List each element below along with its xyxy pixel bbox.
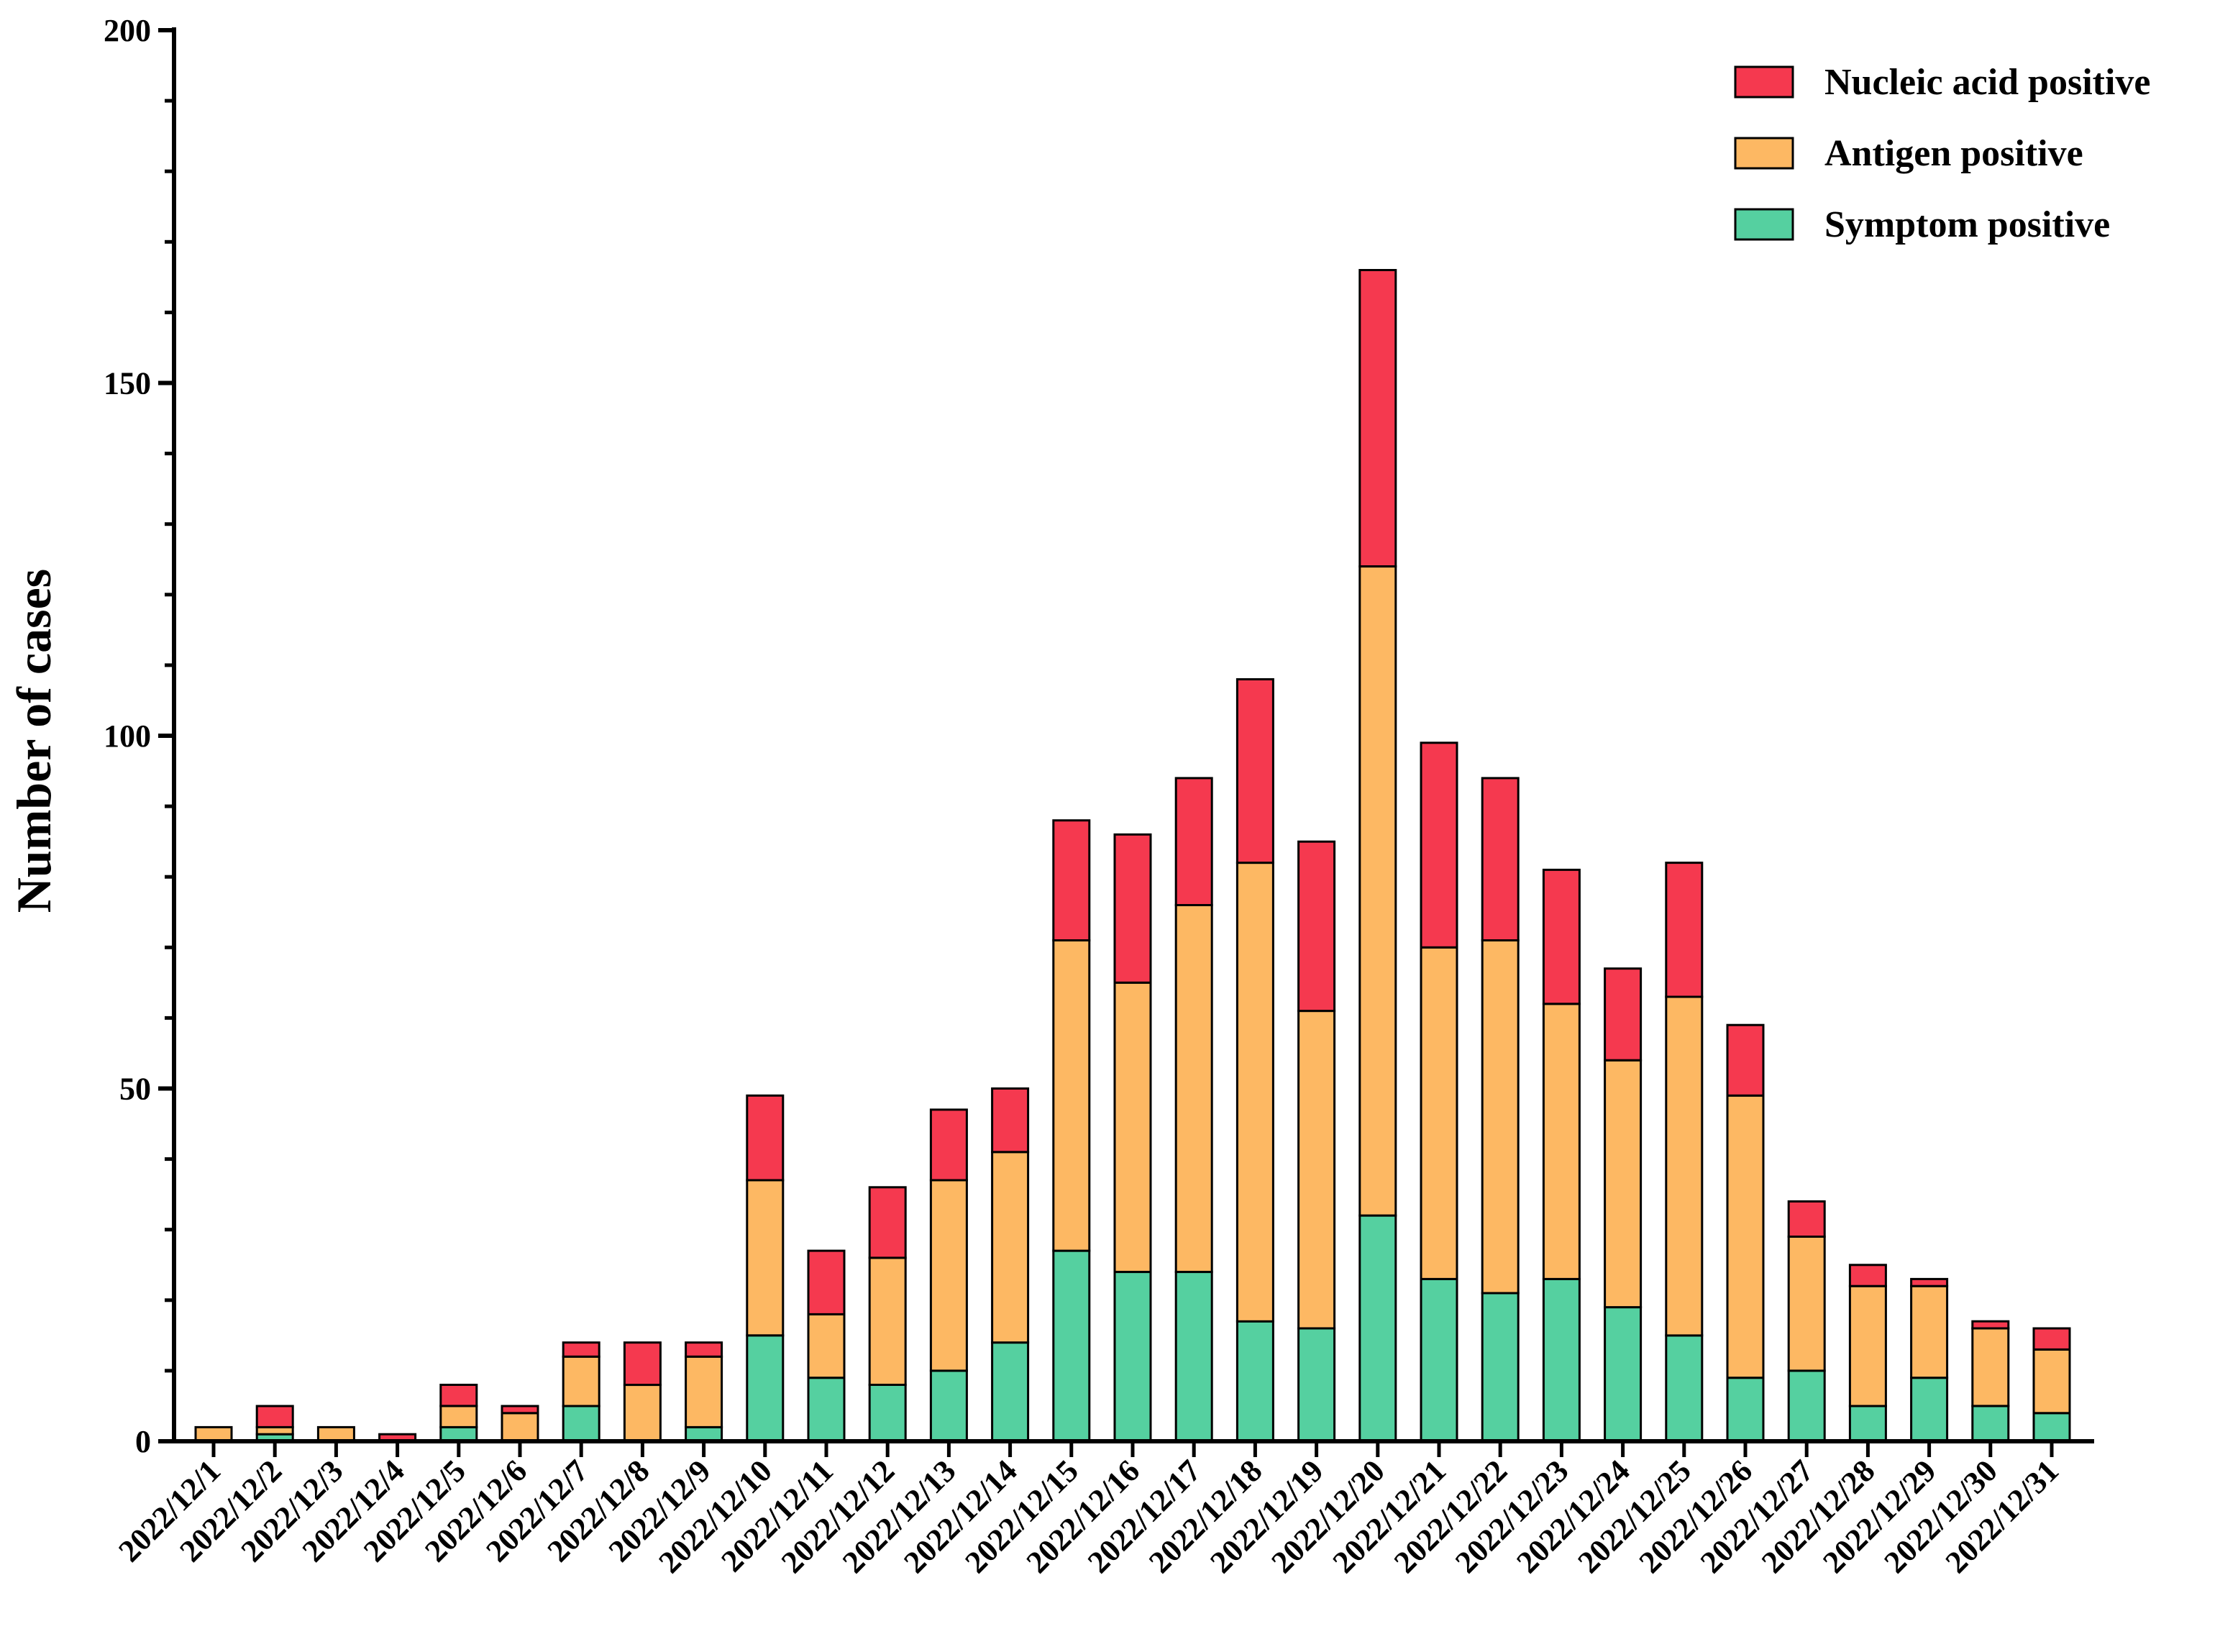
bar-symptom-positive-27	[1787, 1369, 1826, 1443]
bar-symptom-positive-30	[1971, 1405, 2010, 1443]
bar-antigen-positive-21	[1420, 946, 1458, 1280]
bar-symptom-positive-15	[1052, 1249, 1091, 1443]
y-tick-labels: 0 50 100 150 200	[104, 13, 151, 1459]
legend-label-symptom-positive: Symptom positive	[1824, 204, 2110, 245]
bar-symptom-positive-19	[1297, 1327, 1336, 1443]
bar-nucleic-acid-positive-19	[1297, 840, 1336, 1013]
bar-nucleic-acid-positive-11	[807, 1249, 846, 1315]
bar-symptom-positive-16	[1113, 1271, 1152, 1443]
bar-nucleic-acid-positive-9	[685, 1341, 723, 1358]
axes-group	[158, 27, 2094, 1457]
bar-nucleic-acid-positive-30	[1971, 1320, 2010, 1330]
bar-nucleic-acid-positive-15	[1052, 819, 1091, 941]
bar-nucleic-acid-positive-2	[255, 1405, 294, 1428]
y-tick-label: 0	[135, 1424, 151, 1459]
bar-symptom-positive-22	[1481, 1292, 1520, 1443]
bar-symptom-positive-13	[929, 1369, 968, 1443]
bar-nucleic-acid-positive-8	[623, 1341, 662, 1387]
bar-antigen-positive-7	[562, 1355, 600, 1407]
bar-antigen-positive-26	[1726, 1094, 1765, 1379]
bar-nucleic-acid-positive-6	[501, 1405, 539, 1415]
bar-nucleic-acid-positive-27	[1787, 1200, 1826, 1238]
bar-antigen-positive-16	[1113, 981, 1152, 1274]
bar-antigen-positive-18	[1235, 862, 1274, 1323]
bar-antigen-positive-9	[685, 1355, 723, 1428]
x-tick-labels: 2022/12/12022/12/22022/12/32022/12/42022…	[111, 1453, 2065, 1579]
bar-nucleic-acid-positive-16	[1113, 833, 1152, 984]
bar-nucleic-acid-positive-12	[868, 1186, 907, 1259]
bar-symptom-positive-28	[1848, 1405, 1887, 1443]
bar-antigen-positive-23	[1542, 1003, 1581, 1280]
bar-symptom-positive-14	[991, 1341, 1030, 1443]
bar-symptom-positive-10	[746, 1334, 785, 1443]
y-tick-label: 100	[104, 718, 151, 754]
bar-antigen-positive-27	[1787, 1236, 1826, 1372]
bar-nucleic-acid-positive-10	[746, 1094, 785, 1182]
y-tick-label: 200	[104, 13, 151, 48]
bar-nucleic-acid-positive-18	[1235, 678, 1274, 864]
bar-antigen-positive-19	[1297, 1010, 1336, 1330]
bar-nucleic-acid-positive-28	[1848, 1264, 1887, 1287]
bar-antigen-positive-8	[623, 1384, 662, 1443]
bars-group	[194, 269, 2071, 1443]
bar-antigen-positive-31	[2032, 1348, 2071, 1415]
bar-nucleic-acid-positive-21	[1420, 741, 1458, 949]
bar-nucleic-acid-positive-5	[439, 1384, 478, 1407]
legend: Nucleic acid positive Antigen positive Sym…	[1734, 62, 2151, 245]
bar-antigen-positive-13	[929, 1179, 968, 1372]
bar-antigen-positive-20	[1358, 565, 1397, 1217]
bar-symptom-positive-26	[1726, 1377, 1765, 1443]
legend-label-nucleic-acid-positive: Nucleic acid positive	[1824, 62, 2151, 103]
bar-antigen-positive-5	[439, 1405, 478, 1428]
bar-nucleic-acid-positive-23	[1542, 868, 1581, 1005]
legend-swatch-nucleic-acid-positive	[1734, 65, 1794, 99]
bar-symptom-positive-31	[2032, 1412, 2071, 1443]
bar-nucleic-acid-positive-14	[991, 1087, 1030, 1154]
bar-nucleic-acid-positive-29	[1910, 1277, 1949, 1287]
bar-antigen-positive-10	[746, 1179, 785, 1337]
bar-nucleic-acid-positive-17	[1174, 777, 1213, 907]
bar-symptom-positive-24	[1604, 1306, 1643, 1443]
bar-antigen-positive-11	[807, 1313, 846, 1379]
bar-antigen-positive-29	[1910, 1284, 1949, 1379]
y-tick-label: 150	[104, 366, 151, 401]
bar-nucleic-acid-positive-20	[1358, 269, 1397, 567]
bar-symptom-positive-20	[1358, 1214, 1397, 1443]
bar-antigen-positive-17	[1174, 903, 1213, 1274]
legend-label-antigen-positive: Antigen positive	[1824, 133, 2083, 174]
bar-nucleic-acid-positive-7	[562, 1341, 600, 1358]
bar-antigen-positive-28	[1848, 1284, 1887, 1407]
bar-antigen-positive-25	[1665, 995, 1704, 1337]
bar-nucleic-acid-positive-13	[929, 1108, 968, 1182]
bar-nucleic-acid-positive-26	[1726, 1023, 1765, 1097]
bar-antigen-positive-12	[868, 1256, 907, 1387]
bar-symptom-positive-18	[1235, 1320, 1274, 1443]
bar-antigen-positive-14	[991, 1151, 1030, 1344]
bar-symptom-positive-7	[562, 1405, 600, 1443]
legend-swatch-symptom-positive	[1734, 208, 1794, 241]
bar-symptom-positive-11	[807, 1377, 846, 1443]
bar-symptom-positive-25	[1665, 1334, 1704, 1443]
legend-swatch-antigen-positive	[1734, 137, 1794, 170]
bar-symptom-positive-12	[868, 1384, 907, 1443]
bar-symptom-positive-17	[1174, 1271, 1213, 1443]
bar-antigen-positive-6	[501, 1412, 539, 1443]
y-tick-label: 50	[119, 1072, 151, 1107]
bar-antigen-positive-30	[1971, 1327, 2010, 1407]
bar-nucleic-acid-positive-22	[1481, 777, 1520, 942]
bar-antigen-positive-22	[1481, 939, 1520, 1295]
bar-symptom-positive-29	[1910, 1377, 1949, 1443]
bar-symptom-positive-21	[1420, 1277, 1458, 1443]
bar-antigen-positive-15	[1052, 939, 1091, 1252]
bar-nucleic-acid-positive-24	[1604, 967, 1643, 1062]
bar-symptom-positive-23	[1542, 1277, 1581, 1443]
bar-nucleic-acid-positive-25	[1665, 862, 1704, 998]
bar-nucleic-acid-positive-31	[2032, 1327, 2071, 1351]
y-axis-title: Number of cases	[6, 569, 61, 913]
bar-antigen-positive-24	[1604, 1059, 1643, 1309]
